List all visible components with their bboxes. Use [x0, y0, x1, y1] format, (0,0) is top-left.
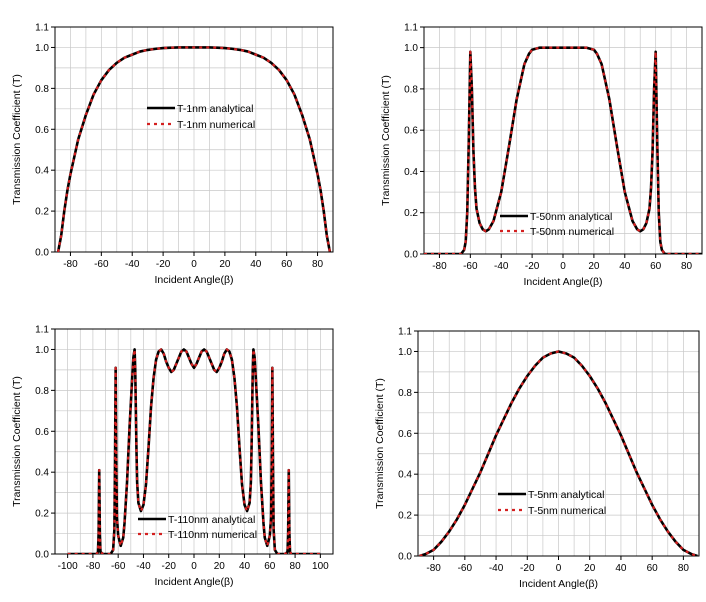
- legend-label-numerical: T-1nm numerical: [177, 119, 255, 131]
- y-tick-label: 0.4: [35, 468, 49, 479]
- plot-panel-p2: -80 -60 -40 -20 0 20 40 60 80 0.0 0.2 0.4 0.6 0.8 1.0 1…: [380, 23, 703, 288]
- x-tick-label: -40: [136, 561, 151, 572]
- x-tick-label: -60: [94, 259, 109, 270]
- x-tick-label: 80: [681, 261, 693, 272]
- x-tick-label: 80: [678, 563, 690, 574]
- y-tick-label: 0.6: [35, 427, 49, 438]
- series-line-numerical: [424, 46, 702, 254]
- y-tick-label: 0.0: [35, 550, 49, 561]
- x-tick-label: 0: [560, 261, 566, 272]
- y-tick-label: 0.8: [35, 84, 49, 95]
- legend-label-numerical: T-5nm numerical: [528, 505, 606, 517]
- x-tick-label: -80: [86, 561, 101, 572]
- legend: T-110nm analytical T-110nm numerical: [138, 514, 257, 541]
- series-line-numerical: [67, 348, 321, 554]
- x-tick-label: 0: [556, 563, 562, 574]
- x-tick-label: -40: [489, 563, 504, 574]
- x-tick-label: -60: [463, 261, 478, 272]
- legend: T-1nm analytical T-1nm numerical: [147, 103, 255, 131]
- x-tick-label: 20: [214, 561, 226, 572]
- x-tick-label: 100: [312, 561, 329, 572]
- y-tick-label: 1.0: [404, 43, 418, 54]
- x-tick-label: 80: [312, 259, 324, 270]
- x-axis-title: Incident Angle(β): [154, 274, 233, 286]
- x-tick-label: 80: [290, 561, 302, 572]
- x-tick-label: -20: [525, 261, 540, 272]
- x-tick-label: -80: [63, 259, 78, 270]
- y-tick-label: 0.6: [35, 125, 49, 136]
- y-tick-label: 0.8: [398, 388, 412, 399]
- x-axis-title: Incident Angle(β): [154, 576, 233, 588]
- x-tick-label: 60: [647, 563, 659, 574]
- x-tick-label: 0: [191, 561, 197, 572]
- x-tick-label: 20: [588, 261, 600, 272]
- plot-panel-p3: -100 -80 -60 -40 -20 0 20 40 60 80 100 0.0 0.2 0.4 0.6…: [11, 325, 334, 588]
- x-tick-label: 40: [615, 563, 627, 574]
- y-tick-label: 0.2: [35, 207, 49, 218]
- plot-panel-p1: -80 -60 -40 -20 0 20 40 60 80 0.0 0.2 0.4 0.6 0.8 1.0 1…: [11, 23, 334, 286]
- x-tick-label: -80: [426, 563, 441, 574]
- x-tick-label: 40: [619, 261, 631, 272]
- y-tick-label: 0.2: [404, 208, 418, 219]
- x-tick-label: -100: [58, 561, 78, 572]
- x-tick-label: -60: [111, 561, 126, 572]
- legend-label-analytical: T-110nm analytical: [168, 514, 255, 526]
- x-tick-label: 0: [191, 259, 197, 270]
- y-tick-label: 0.2: [35, 509, 49, 520]
- y-tick-label: 0.8: [35, 386, 49, 397]
- x-tick-label: 20: [219, 259, 231, 270]
- y-tick-label: 1.1: [404, 23, 418, 34]
- x-tick-label: -20: [162, 561, 177, 572]
- y-tick-label: 0.0: [398, 552, 412, 563]
- y-tick-label: 1.1: [398, 327, 412, 338]
- y-tick-label: 0.4: [404, 167, 418, 178]
- y-tick-label: 1.1: [35, 325, 49, 336]
- y-tick-label: 1.1: [35, 23, 49, 34]
- legend-label-analytical: T-50nm analytical: [530, 211, 612, 223]
- x-tick-label: 20: [584, 563, 596, 574]
- series-line-numerical: [419, 350, 698, 556]
- legend: T-5nm analytical T-5nm numerical: [498, 489, 606, 517]
- legend-label-analytical: T-5nm analytical: [528, 489, 604, 501]
- y-tick-label: 0.2: [398, 511, 412, 522]
- x-tick-label: -60: [458, 563, 473, 574]
- x-tick-label: -40: [494, 261, 509, 272]
- y-tick-label: 0.0: [35, 248, 49, 259]
- legend: T-50nm analytical T-50nm numerical: [500, 211, 614, 238]
- x-tick-label: -20: [520, 563, 535, 574]
- legend-label-analytical: T-1nm analytical: [177, 103, 253, 115]
- y-axis-title: Transmission Coefficient (T): [11, 74, 23, 205]
- x-tick-label: 40: [239, 561, 251, 572]
- y-axis-title: Transmission Coefficient (T): [374, 378, 386, 509]
- y-axis-title: Transmission Coefficient (T): [380, 75, 392, 206]
- y-tick-label: 0.0: [404, 250, 418, 261]
- plot-panel-p4: -80 -60 -40 -20 0 20 40 60 80 0.0 0.2 0.4 0.6 0.8 1.0 1…: [374, 327, 700, 590]
- y-tick-label: 1.0: [35, 345, 49, 356]
- legend-label-numerical: T-50nm numerical: [530, 226, 614, 238]
- y-tick-label: 0.4: [398, 470, 412, 481]
- y-axis-title: Transmission Coefficient (T): [11, 376, 23, 507]
- x-tick-label: 60: [281, 259, 293, 270]
- x-tick-label: -80: [432, 261, 447, 272]
- legend-label-numerical: T-110nm numerical: [168, 529, 257, 541]
- x-tick-label: 40: [250, 259, 262, 270]
- y-tick-label: 0.4: [35, 166, 49, 177]
- y-tick-label: 0.6: [404, 126, 418, 137]
- x-axis-title: Incident Angle(β): [519, 578, 598, 590]
- x-tick-label: -20: [156, 259, 171, 270]
- y-tick-label: 0.6: [398, 429, 412, 440]
- x-tick-label: -40: [125, 259, 140, 270]
- y-tick-label: 1.0: [35, 43, 49, 54]
- y-tick-label: 1.0: [398, 347, 412, 358]
- y-tick-label: 0.8: [404, 84, 418, 95]
- x-axis-title: Incident Angle(β): [523, 276, 602, 288]
- series-line-numerical: [57, 46, 331, 252]
- x-tick-label: 60: [650, 261, 662, 272]
- x-tick-label: 60: [264, 561, 276, 572]
